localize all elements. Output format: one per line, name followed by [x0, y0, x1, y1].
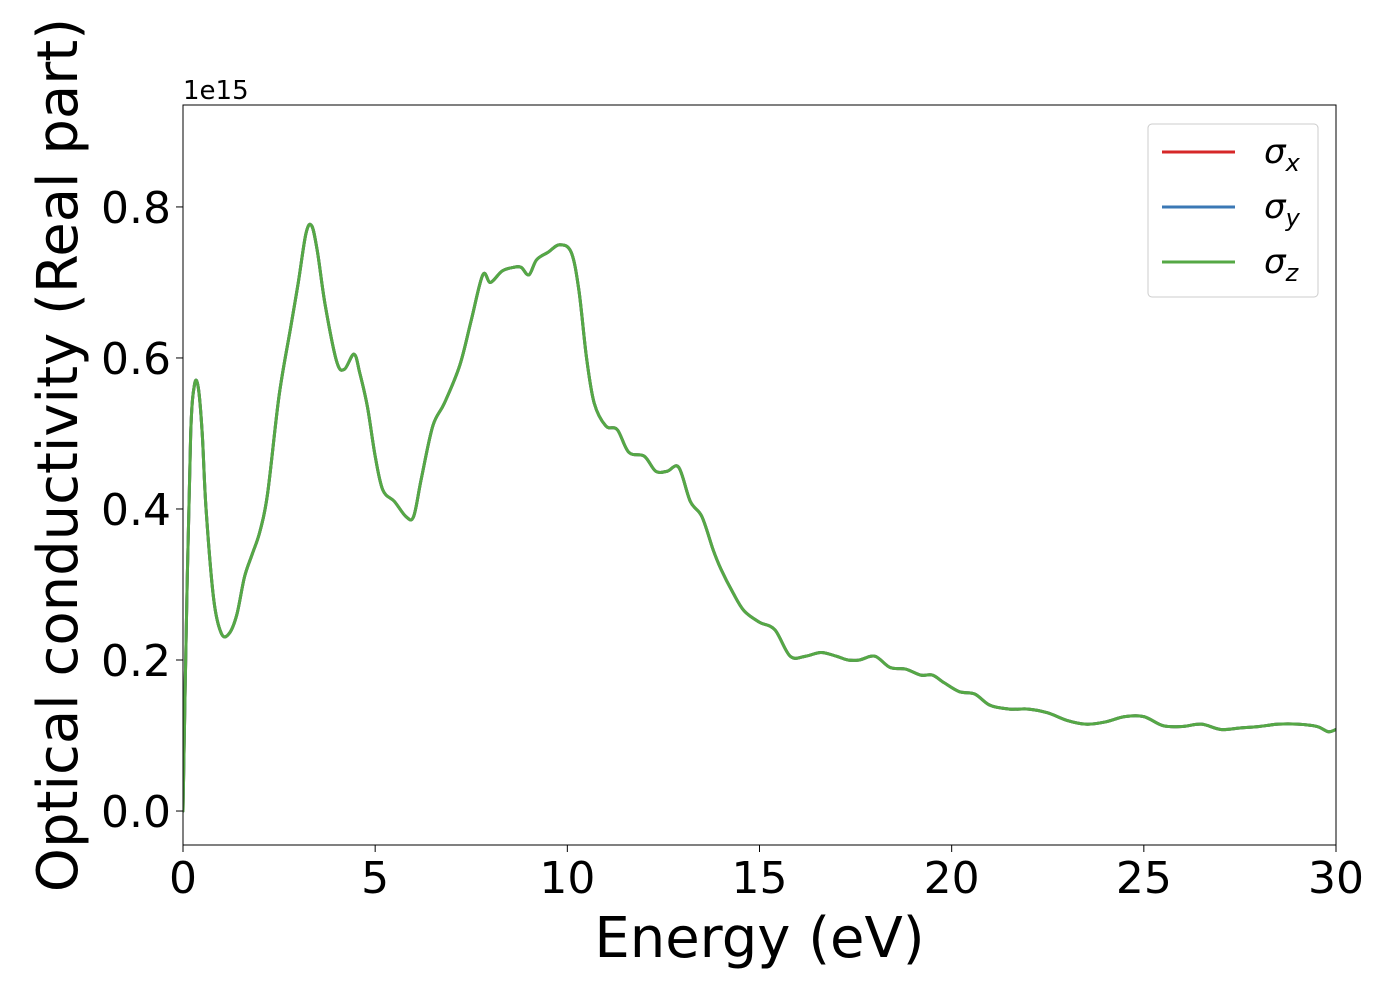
x-tick-label: 10: [539, 853, 595, 904]
x-axis: 0 5 10 15 20 25 30: [169, 845, 1364, 904]
series-line-z: [183, 222, 1336, 813]
x-tick-label: 15: [732, 853, 788, 904]
x-tick-label: 30: [1308, 853, 1364, 904]
legend-label-x: σx: [1264, 132, 1301, 177]
x-tick-label: 5: [361, 853, 389, 904]
x-axis-title: Energy (eV): [594, 906, 924, 971]
y-axis-title: Optical conductivity (Real part): [26, 18, 91, 892]
x-tick-label: 25: [1116, 853, 1172, 904]
y-tick-label: 0.4: [101, 485, 171, 536]
x-tick-label: 20: [924, 853, 980, 904]
y-offset-text: 1e15: [183, 76, 249, 106]
x-tick-label: 0: [169, 853, 197, 904]
legend-box: [1147, 123, 1319, 298]
y-tick-label: 0.8: [101, 183, 171, 234]
y-tick-label: 0.0: [101, 787, 171, 838]
legend-label-y: σy: [1264, 187, 1301, 232]
series-layer: [183, 222, 1336, 813]
y-tick-label: 0.6: [101, 334, 171, 385]
y-axis: 0.0 0.2 0.4 0.6 0.8: [101, 183, 183, 838]
y-tick-label: 0.2: [101, 636, 171, 687]
